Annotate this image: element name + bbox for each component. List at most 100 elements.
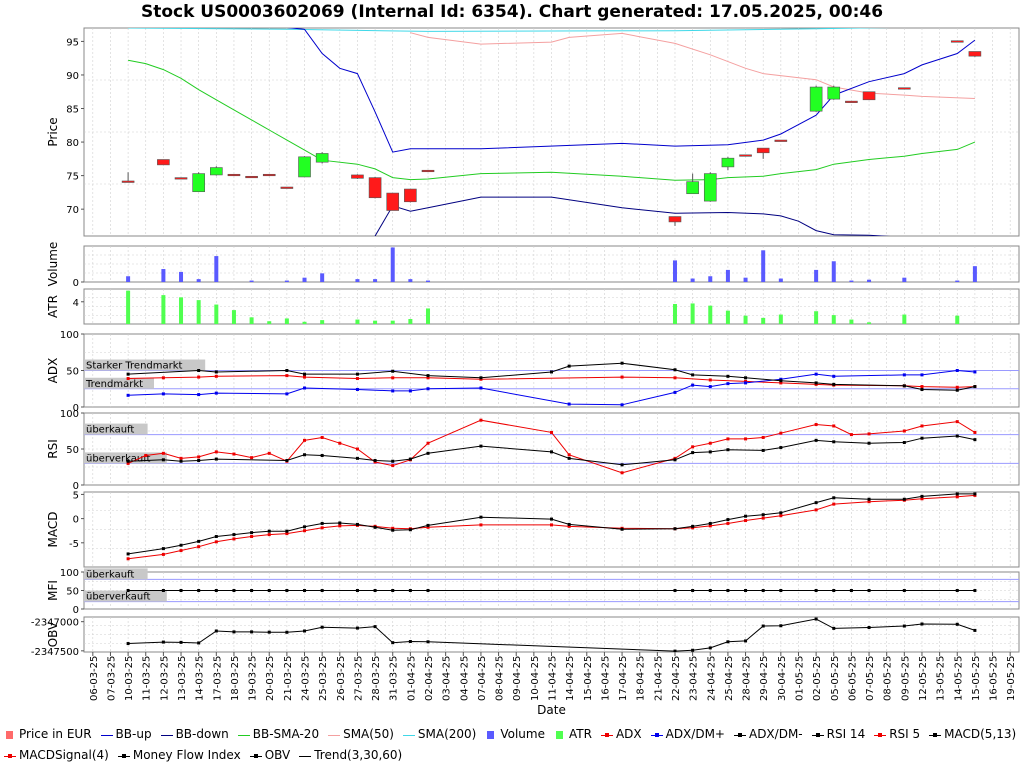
stock-chart: 707580859095Price0Volume4ATR050100ADX050… bbox=[31, 27, 1020, 717]
candle-body bbox=[227, 173, 241, 177]
legend-item: ADX/DM- bbox=[733, 724, 803, 745]
y-tick-label: 70 bbox=[66, 205, 79, 216]
candle-body bbox=[968, 51, 982, 57]
legend-label: Money Flow Index bbox=[132, 748, 241, 762]
adx-dmplus-line-point bbox=[726, 382, 730, 386]
adx-line-point bbox=[303, 375, 307, 379]
candle-body bbox=[898, 87, 911, 90]
mfi-line-point bbox=[691, 589, 695, 592]
adx-dmminus-line-point bbox=[126, 372, 130, 376]
obv-line-point bbox=[426, 640, 430, 644]
legend-symbol bbox=[733, 730, 746, 740]
rsi5-line-point bbox=[867, 432, 871, 436]
rsi14-line-point bbox=[761, 448, 765, 452]
legend-item: OBV bbox=[249, 745, 290, 766]
legend-label: RSI 14 bbox=[826, 727, 866, 741]
candle-body bbox=[862, 91, 876, 101]
y-tick-label: 80 bbox=[66, 138, 79, 149]
adx-dmplus-line-point bbox=[161, 392, 165, 396]
atr-bar bbox=[690, 303, 695, 324]
macd-line-point bbox=[373, 525, 377, 529]
sma50-line-group bbox=[410, 32, 975, 99]
rsi-level-label-bg bbox=[84, 423, 148, 435]
macd-line-point bbox=[673, 527, 677, 531]
x-tick-label: 16-04-25 bbox=[600, 656, 611, 701]
x-tick-label: 30-04-25 bbox=[777, 656, 788, 701]
x-tick-label: 11-03-25 bbox=[142, 656, 153, 701]
volume-bar bbox=[302, 277, 307, 282]
x-tick-label: 22-04-25 bbox=[671, 656, 682, 701]
legend-label: BB-down bbox=[175, 727, 229, 741]
volume-bars bbox=[126, 247, 977, 282]
rsi5-line-point bbox=[197, 455, 201, 459]
adx-dmminus-line-point bbox=[479, 376, 483, 380]
rsi14-line-point bbox=[197, 459, 201, 463]
obv-line-point bbox=[691, 648, 695, 652]
obv-line-point bbox=[355, 626, 359, 630]
rsi5-line-point bbox=[620, 471, 624, 475]
x-tick-label: 24-03-25 bbox=[301, 656, 312, 701]
x-tick-label: 05-05-25 bbox=[830, 656, 841, 701]
y-tick-label: 95 bbox=[66, 37, 79, 48]
candle-body bbox=[756, 147, 770, 154]
candle-body bbox=[404, 188, 417, 203]
obv-line-point bbox=[779, 624, 783, 628]
y-tick-label: 0 bbox=[73, 481, 79, 492]
y-axis-label: ATR bbox=[46, 295, 60, 318]
atr-bars bbox=[126, 290, 960, 324]
candle-body bbox=[827, 86, 841, 100]
atr-bar bbox=[902, 314, 907, 324]
x-tick-label: 14-05-25 bbox=[953, 656, 964, 701]
x-tick-label: 01-05-25 bbox=[794, 656, 805, 701]
obv-line-point bbox=[126, 642, 130, 646]
legend-item: RSI 5 bbox=[874, 724, 920, 745]
mfi-line-point bbox=[849, 589, 853, 592]
candle-body bbox=[739, 154, 752, 157]
macd-signal-line-point bbox=[814, 508, 818, 512]
x-tick-label: 10-03-25 bbox=[124, 656, 135, 701]
volume-bar bbox=[690, 278, 695, 282]
atr-bar bbox=[390, 320, 395, 324]
macd-signal-line-point bbox=[426, 525, 430, 529]
rsi14-line-point bbox=[391, 459, 395, 463]
legend-label: ADX/DM- bbox=[748, 727, 803, 741]
bb-up-line bbox=[286, 28, 976, 153]
candle-body bbox=[280, 186, 294, 189]
volume-bar bbox=[955, 280, 960, 282]
obv-line-point bbox=[373, 625, 377, 629]
adx-line-point bbox=[285, 374, 289, 378]
atr-bar bbox=[867, 322, 872, 324]
adx-dmplus-line-point bbox=[832, 374, 836, 378]
rsi14-line-point bbox=[620, 463, 624, 467]
candle-body bbox=[351, 174, 364, 179]
y-tick-label: 50 bbox=[66, 367, 79, 378]
rsi5-line-point bbox=[355, 447, 359, 451]
atr-bar bbox=[725, 310, 730, 324]
rsi5-line-point bbox=[320, 435, 324, 439]
macd-line-point bbox=[744, 514, 748, 518]
adx-dmplus-line-point bbox=[814, 372, 818, 376]
candle-body bbox=[686, 181, 699, 195]
macd-line-point bbox=[567, 522, 571, 526]
bb-down-line bbox=[374, 196, 891, 236]
rsi14-line-point bbox=[373, 459, 377, 463]
x-tick-label: 12-03-25 bbox=[159, 656, 170, 701]
x-tick-label: 28-04-25 bbox=[742, 656, 753, 701]
adx-dmminus-line-point bbox=[832, 382, 836, 386]
adx-dmminus-line-point bbox=[744, 376, 748, 380]
rsi14-line-point bbox=[673, 458, 677, 462]
y-axis-label: MACD bbox=[46, 512, 60, 548]
legend-item: Price in EUR bbox=[4, 724, 92, 745]
x-tick-label: 03-04-25 bbox=[442, 656, 453, 701]
rsi5-line-point bbox=[567, 453, 571, 457]
macd-line-point bbox=[426, 523, 430, 527]
y-tick-label: 100 bbox=[60, 330, 79, 341]
macd-signal-line-point bbox=[267, 533, 271, 537]
volume-bar bbox=[831, 261, 836, 282]
rsi5-line-point bbox=[338, 441, 342, 445]
macd-line-point bbox=[955, 492, 959, 496]
x-tick-label: 01-04-25 bbox=[406, 656, 417, 701]
volume-bar bbox=[249, 280, 254, 282]
rsi5-line-point bbox=[832, 424, 836, 428]
sma200-line-group bbox=[128, 28, 892, 32]
